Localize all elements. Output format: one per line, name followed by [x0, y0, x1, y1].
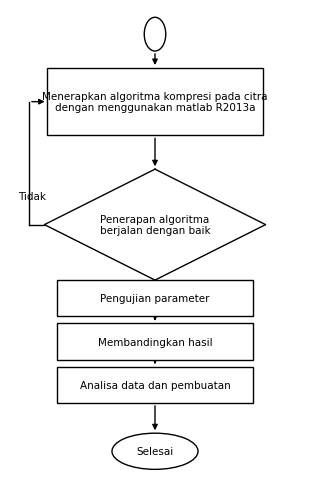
Text: Tidak: Tidak: [18, 191, 46, 201]
Text: Menerapkan algoritma kompresi pada citra
dengan menggunakan matlab R2013a: Menerapkan algoritma kompresi pada citra…: [42, 91, 268, 113]
Text: Pengujian parameter: Pengujian parameter: [100, 294, 210, 303]
Text: Membandingkan hasil: Membandingkan hasil: [98, 337, 212, 347]
Text: Ya: Ya: [80, 292, 91, 302]
FancyBboxPatch shape: [57, 367, 253, 403]
Text: Selesai: Selesai: [136, 446, 174, 456]
Text: Analisa data dan pembuatan: Analisa data dan pembuatan: [80, 380, 230, 390]
Text: Penerapan algoritma
berjalan dengan baik: Penerapan algoritma berjalan dengan baik: [100, 214, 210, 236]
FancyBboxPatch shape: [57, 324, 253, 360]
FancyBboxPatch shape: [57, 281, 253, 317]
FancyBboxPatch shape: [47, 69, 263, 136]
